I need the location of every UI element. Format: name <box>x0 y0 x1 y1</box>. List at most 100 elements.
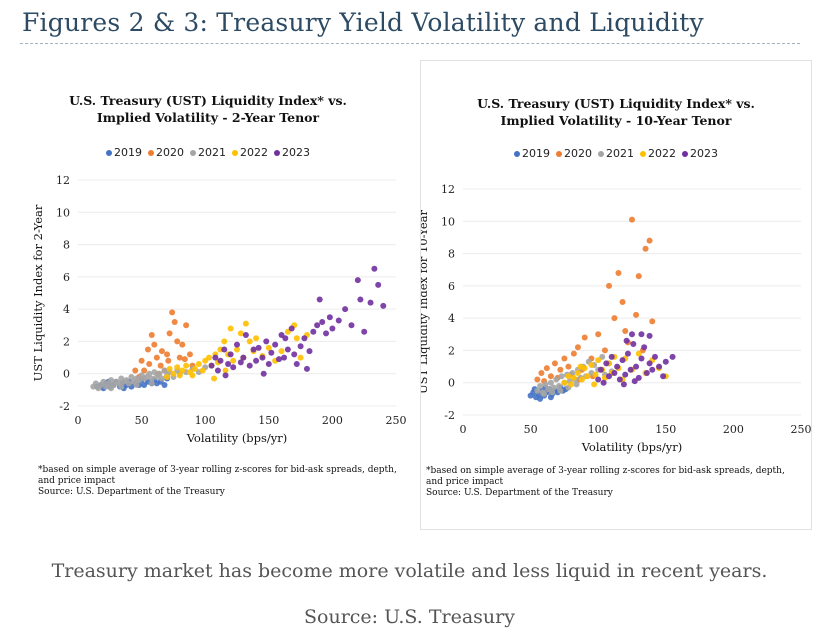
data-point-2023 <box>619 357 626 364</box>
data-point-2020 <box>570 350 577 357</box>
data-point-2021 <box>599 353 606 360</box>
data-point-2020 <box>574 344 581 351</box>
legend-marker <box>514 151 520 157</box>
data-point-2023 <box>643 370 650 377</box>
data-point-2023 <box>212 354 219 361</box>
data-point-2023 <box>633 363 640 370</box>
data-point-2023 <box>221 346 228 353</box>
legend-marker <box>190 150 196 156</box>
scatter-chart-2yr: -2 0 2 4 6 8 10 12 0 50 100 150 200 250 Volatility (bp… <box>31 174 407 445</box>
data-point-2023 <box>255 344 262 351</box>
y-tick-label: 8 <box>448 248 455 261</box>
data-point-2020 <box>169 309 176 316</box>
data-point-2022 <box>588 361 595 368</box>
data-point-2023 <box>265 361 272 368</box>
legend-item-2019: 2019 <box>106 146 142 159</box>
x-tick-label: 100 <box>588 423 609 436</box>
data-point-2023 <box>624 350 631 357</box>
chart-title-2yr: U.S. Treasury (UST) Liquidity Index* vs.… <box>8 92 408 126</box>
data-point-2023 <box>371 265 378 272</box>
data-point-2023 <box>253 357 260 364</box>
legend-label: 2020 <box>156 146 184 159</box>
legend-marker <box>148 150 154 156</box>
chart-footnote-2yr: *based on simple average of 3-year rolli… <box>38 465 397 498</box>
data-point-2023 <box>620 381 627 388</box>
data-point-2021 <box>558 373 565 380</box>
data-point-2020 <box>601 347 608 354</box>
data-point-2020 <box>551 360 558 367</box>
data-point-2020 <box>141 367 148 374</box>
x-tick-label: 200 <box>322 414 343 427</box>
x-tick-label: 50 <box>524 423 538 436</box>
data-point-2023 <box>314 322 321 329</box>
data-point-2020 <box>606 282 613 289</box>
data-point-2021 <box>161 367 168 374</box>
figure-source: Source: U.S. Treasury <box>304 606 515 628</box>
legend-item-2021: 2021 <box>190 146 226 159</box>
data-point-2020 <box>153 354 160 361</box>
data-point-2023 <box>329 325 336 332</box>
y-tick-label: 10 <box>56 206 70 219</box>
data-point-2022 <box>170 370 177 377</box>
x-tick-label: 50 <box>135 414 149 427</box>
data-point-2021 <box>158 375 165 382</box>
data-point-2020 <box>557 366 564 373</box>
data-point-2020 <box>179 341 186 348</box>
data-point-2022 <box>635 350 642 357</box>
data-point-2020 <box>165 357 172 364</box>
data-point-2023 <box>326 314 333 321</box>
data-point-2022 <box>591 381 598 388</box>
data-point-2023 <box>608 353 615 360</box>
legend-marker <box>682 151 688 157</box>
y-tick-label: 0 <box>63 368 70 381</box>
data-point-2023 <box>646 332 653 339</box>
data-point-2020 <box>649 318 656 325</box>
legend-label: 2023 <box>690 147 718 160</box>
data-point-2023 <box>662 358 669 365</box>
data-point-2020 <box>132 367 139 374</box>
data-point-2021 <box>118 383 125 390</box>
data-point-2020 <box>615 269 622 276</box>
data-point-2019 <box>161 382 168 389</box>
data-point-2020 <box>176 354 183 361</box>
y-axis-label: UST Liquidity Index for 10-Year <box>421 209 430 394</box>
data-point-2021 <box>128 373 135 380</box>
chart-footnote-10yr: *based on simple average of 3-year rolli… <box>426 466 785 499</box>
data-point-2020 <box>642 245 649 252</box>
y-tick-label: 8 <box>63 239 70 252</box>
data-point-2022 <box>199 367 206 374</box>
data-point-2022 <box>568 381 575 388</box>
data-point-2022 <box>227 325 234 332</box>
legend-label: 2022 <box>240 146 268 159</box>
legend-item-2023: 2023 <box>682 147 718 160</box>
data-point-2020 <box>561 355 568 362</box>
data-point-2020 <box>158 348 165 355</box>
chart-title-line2: Implied Volatility - 2-Year Tenor <box>96 110 320 125</box>
data-point-2023 <box>250 346 257 353</box>
data-point-2020 <box>183 322 190 329</box>
data-point-2022 <box>192 365 199 372</box>
data-point-2020 <box>619 299 626 305</box>
data-point-2020 <box>151 341 158 348</box>
legend-label: 2021 <box>198 146 226 159</box>
x-tick-label: 150 <box>258 414 279 427</box>
data-point-2023 <box>288 325 295 332</box>
data-point-2023 <box>638 331 645 338</box>
data-point-2023 <box>242 331 249 338</box>
data-point-2023 <box>208 362 215 369</box>
data-point-2022 <box>253 335 260 342</box>
data-point-2023 <box>272 341 279 348</box>
data-point-2023 <box>603 360 610 367</box>
x-tick-label: 0 <box>460 423 467 436</box>
footnote-line2: and price impact <box>38 476 116 486</box>
footnote-line1: *based on simple average of 3-year rolli… <box>426 466 785 476</box>
data-point-2021 <box>148 375 155 382</box>
data-point-2023 <box>651 353 658 360</box>
data-point-2020 <box>157 362 164 369</box>
data-point-2023 <box>649 366 656 373</box>
data-point-2021 <box>148 380 155 387</box>
data-point-2022 <box>179 367 186 374</box>
legend-marker <box>274 150 280 156</box>
chart-title-line2: Implied Volatility - 10-Year Tenor <box>500 113 732 128</box>
data-point-2020 <box>166 330 173 337</box>
